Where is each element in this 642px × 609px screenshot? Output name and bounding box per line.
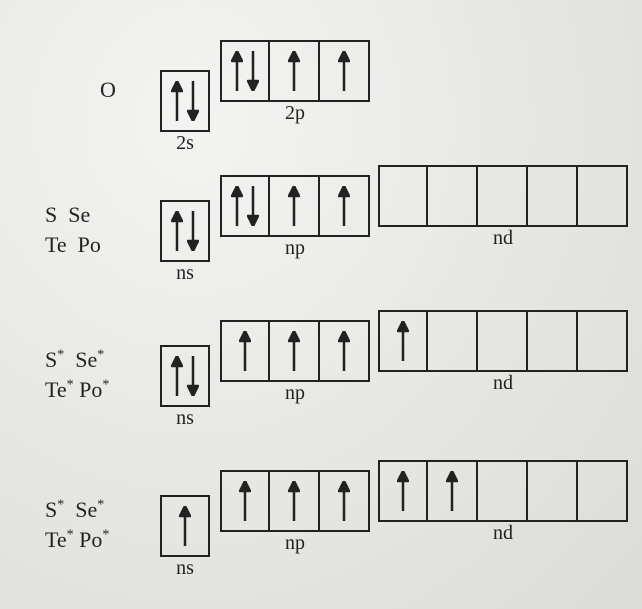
orbital-cell [528,310,578,372]
spin-down-icon [187,211,199,251]
spin-up-icon [288,51,300,91]
orbital-cell [160,345,210,407]
sublevel-ns: ns [160,200,210,262]
orbital-cell [428,460,478,522]
orbital-cell [320,40,370,102]
spin-up-icon [288,481,300,521]
orbital-cell [270,470,320,532]
sublevel-label: 2p [220,102,370,125]
sublevel-ns: ns [160,345,210,407]
orbital-cell [578,165,628,227]
orbital-cell [578,460,628,522]
sublevel-label: np [220,382,370,405]
orbital-cell [478,460,528,522]
spin-up-icon [288,331,300,371]
spin-up-icon [231,51,243,91]
orbital-cell [528,165,578,227]
spin-down-icon [187,81,199,121]
orbital-cell [220,320,270,382]
sublevel-label: ns [160,262,210,285]
spin-down-icon [247,51,259,91]
orbital-cell [428,165,478,227]
sublevel-label: ns [160,407,210,430]
element-labels: S SeTe Po [45,200,101,259]
sublevel-label: np [220,532,370,555]
orbital-cell [528,460,578,522]
orbital-boxes [160,345,210,407]
orbital-cell [160,495,210,557]
orbital-cell [160,70,210,132]
sublevel-nd: nd [378,460,628,522]
orbital-cell [378,165,428,227]
sublevel-nd: nd [378,165,628,227]
orbital-cell [378,460,428,522]
spin-up-icon [239,331,251,371]
orbital-cell [320,175,370,237]
orbital-cell [160,200,210,262]
orbital-boxes [378,310,628,372]
orbital-cell [378,310,428,372]
spin-up-icon [338,481,350,521]
orbital-boxes [220,470,370,532]
orbital-boxes [160,495,210,557]
spin-up-icon [338,51,350,91]
orbital-cell [270,40,320,102]
spin-up-icon [338,186,350,226]
orbital-boxes [160,200,210,262]
orbital-boxes [160,70,210,132]
spin-up-icon [171,211,183,251]
orbital-cell [220,40,270,102]
spin-up-icon [231,186,243,226]
spin-up-icon [179,506,191,546]
orbital-cell [428,310,478,372]
spin-up-icon [171,81,183,121]
spin-up-icon [446,471,458,511]
spin-up-icon [397,321,409,361]
orbital-cell [220,470,270,532]
sublevel-nd: nd [378,310,628,372]
sublevel-np: np [220,175,370,237]
sublevel-label: 2s [160,132,210,155]
orbital-cell [270,320,320,382]
spin-down-icon [247,186,259,226]
spin-up-icon [397,471,409,511]
sublevel-label: nd [378,522,628,545]
sublevel-2p: 2p [220,40,370,102]
spin-down-icon [187,356,199,396]
orbital-cell [478,310,528,372]
sublevel-np: np [220,320,370,382]
sublevel-2s: 2s [160,70,210,132]
spin-up-icon [338,331,350,371]
orbital-cell [478,165,528,227]
spin-up-icon [171,356,183,396]
element-labels: S* Se*Te* Po* [45,495,109,554]
sublevel-ns: ns [160,495,210,557]
element-labels: O [100,75,116,105]
orbital-boxes [220,40,370,102]
orbital-boxes [220,320,370,382]
orbital-boxes [378,165,628,227]
orbital-cell [220,175,270,237]
spin-up-icon [239,481,251,521]
orbital-boxes [220,175,370,237]
orbital-cell [270,175,320,237]
orbital-cell [320,470,370,532]
spin-up-icon [288,186,300,226]
orbital-cell [578,310,628,372]
sublevel-np: np [220,470,370,532]
sublevel-label: np [220,237,370,260]
element-labels: S* Se*Te* Po* [45,345,109,404]
sublevel-label: nd [378,227,628,250]
sublevel-label: ns [160,557,210,580]
sublevel-label: nd [378,372,628,395]
orbital-cell [320,320,370,382]
orbital-boxes [378,460,628,522]
